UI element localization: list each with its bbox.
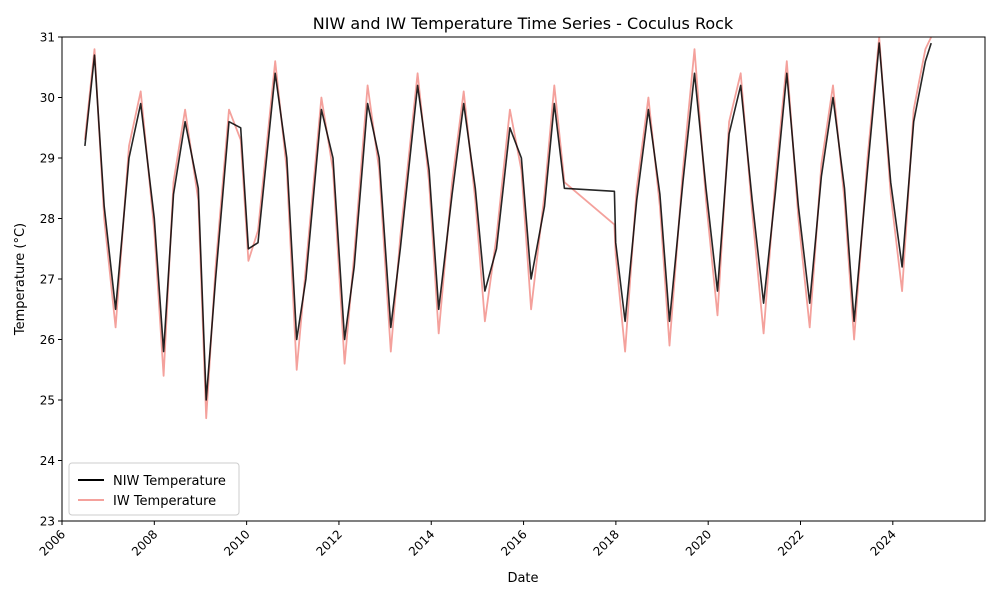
legend-label-iw: IW Temperature <box>113 494 216 509</box>
chart-title: NIW and IW Temperature Time Series - Coc… <box>313 14 734 33</box>
y-axis: 23 24 25 26 27 28 29 30 31 <box>40 31 62 529</box>
y-tick-label: 31 <box>40 31 55 45</box>
y-tick-label: 26 <box>40 333 55 347</box>
legend-box <box>68 462 240 516</box>
legend-label-niw: NIW Temperature <box>113 474 226 489</box>
y-axis-label: Temperature (°C) <box>13 223 28 336</box>
y-tick-label: 29 <box>40 152 55 166</box>
y-tick-label: 30 <box>40 91 55 105</box>
series-line-niw <box>84 42 932 401</box>
legend: NIW Temperature IW Temperature <box>68 462 240 516</box>
x-axis-label: Date <box>507 571 538 586</box>
y-tick-label: 24 <box>40 454 55 468</box>
y-tick-label: 23 <box>40 515 55 529</box>
y-tick-label: 27 <box>40 273 55 287</box>
y-tick-label: 25 <box>40 394 55 408</box>
series-layer <box>84 37 933 420</box>
series-line-iw <box>84 37 933 420</box>
y-tick-label: 28 <box>40 212 55 226</box>
